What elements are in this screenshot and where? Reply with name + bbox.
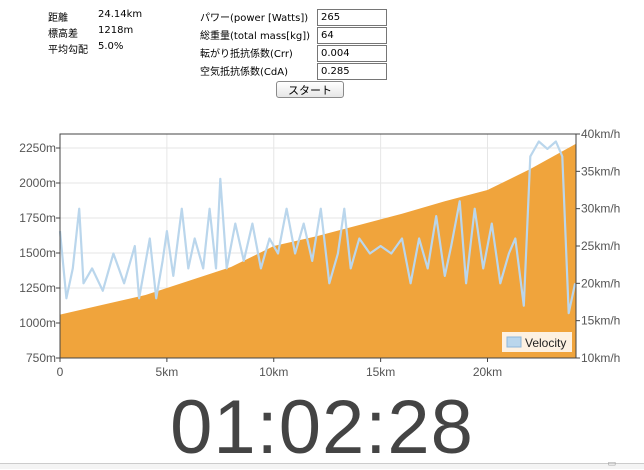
power-input[interactable] [317, 9, 387, 26]
x-tick-label: 20km [473, 365, 502, 379]
elapsed-time: 01:02:28 [170, 385, 474, 470]
left-axis-ticks: 750m 1000m 1250m 1500m 1750m 2000m 2250m [19, 141, 60, 365]
stat-value: 1218m [98, 25, 134, 36]
right-axis-ticks: 10km/h 15km/h 20km/h 25km/h 30km/h 35km/h 40km… [576, 127, 620, 365]
velocity-line [58, 140, 577, 315]
left-tick-label: 1000m [19, 316, 56, 330]
legend-label: Velocity [525, 336, 566, 350]
cda-label: 空気抵抗係数(CdA) [200, 67, 288, 78]
cda-input[interactable] [317, 63, 387, 80]
crr-input[interactable] [317, 45, 387, 62]
left-tick-label: 2250m [19, 141, 56, 155]
right-tick-label: 15km/h [581, 314, 620, 328]
stat-average-grade: 平均勾配 5.0% [48, 41, 188, 57]
legend-swatch [506, 336, 522, 348]
elevation-area [60, 143, 576, 358]
param-power: パワー(power [Watts]) [200, 9, 390, 27]
x-tick-label: 15km [366, 365, 395, 379]
x-tick-label: 0 [57, 365, 64, 379]
start-button[interactable]: スタート [276, 81, 344, 98]
param-mass: 総重量(total mass[kg]) [200, 27, 390, 45]
right-tick-label: 20km/h [581, 276, 620, 290]
left-tick-label: 2000m [19, 176, 56, 190]
right-tick-label: 30km/h [581, 202, 620, 216]
x-tick-label: 5km [156, 365, 179, 379]
param-crr: 転がり抵抗係数(Crr) [200, 45, 390, 63]
left-tick-label: 1250m [19, 281, 56, 295]
elevation-velocity-chart: 750m 1000m 1250m 1500m 1750m 2000m 2250m 10km/… [19, 127, 620, 379]
stat-label: 平均勾配 [48, 45, 88, 56]
mass-input[interactable] [317, 27, 387, 44]
crr-label: 転がり抵抗係数(Crr) [200, 49, 293, 60]
left-tick-label: 750m [26, 351, 56, 365]
x-axis-ticks: 0 5km 10km 15km 20km [57, 358, 502, 379]
chart-legend[interactable]: Velocity [502, 332, 572, 352]
left-tick-label: 1750m [19, 211, 56, 225]
left-tick-label: 1500m [19, 246, 56, 260]
stat-label: 標高差 [48, 29, 78, 40]
right-tick-label: 40km/h [581, 127, 620, 141]
horizontal-scrollbar[interactable] [0, 463, 644, 469]
mass-label: 総重量(total mass[kg]) [200, 31, 311, 42]
right-tick-label: 35km/h [581, 164, 620, 178]
route-stats: 距離 24.14km 標高差 1218m 平均勾配 5.0% [48, 9, 188, 57]
x-tick-label: 10km [259, 365, 288, 379]
stat-distance: 距離 24.14km [48, 9, 188, 25]
right-tick-label: 10km/h [581, 351, 620, 365]
parameter-form: パワー(power [Watts]) 総重量(total mass[kg]) 転… [200, 9, 390, 81]
resize-handle-icon: ▭ [607, 459, 616, 469]
stat-value: 5.0% [98, 41, 124, 52]
stat-label: 距離 [48, 13, 68, 24]
right-tick-label: 25km/h [581, 239, 620, 253]
power-label: パワー(power [Watts]) [200, 13, 309, 24]
stat-elevation-gain: 標高差 1218m [48, 25, 188, 41]
param-cda: 空気抵抗係数(CdA) [200, 63, 390, 81]
stat-value: 24.14km [98, 9, 143, 20]
